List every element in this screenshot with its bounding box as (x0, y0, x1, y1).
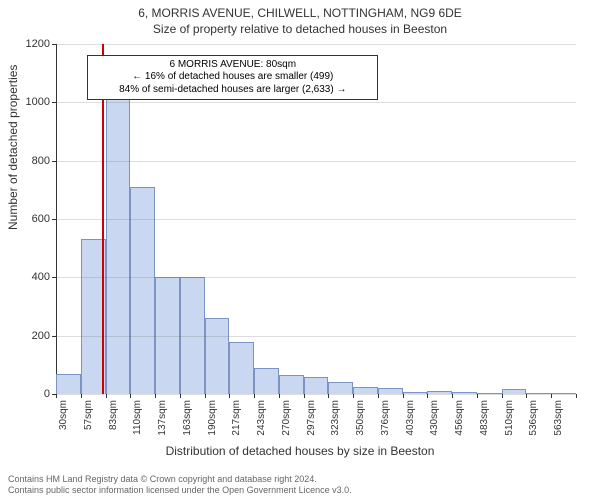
xtick-label: 217sqm (231, 400, 242, 436)
xtick-label: 83sqm (108, 400, 119, 430)
xtick-mark (427, 394, 428, 398)
ytick-mark (52, 336, 56, 337)
xtick-mark (279, 394, 280, 398)
xtick-label: 430sqm (429, 400, 440, 436)
xtick-label: 57sqm (83, 400, 94, 430)
y-axis-label: Number of detached properties (6, 65, 20, 230)
gridline (56, 336, 576, 337)
ytick-label: 1200 (26, 38, 50, 50)
annotation-line3: 84% of semi-detached houses are larger (… (94, 84, 371, 97)
xtick-label: 110sqm (132, 400, 143, 435)
xtick-label: 483sqm (479, 400, 490, 436)
plot-inner: 020040060080010001200 30sqm57sqm83sqm110… (56, 44, 576, 394)
gridline (56, 277, 576, 278)
footer: Contains HM Land Registry data © Crown c… (8, 474, 592, 496)
xtick-mark (328, 394, 329, 398)
xtick-mark (378, 394, 379, 398)
title-line1: 6, MORRIS AVENUE, CHILWELL, NOTTINGHAM, … (0, 6, 600, 22)
title-block: 6, MORRIS AVENUE, CHILWELL, NOTTINGHAM, … (0, 0, 600, 37)
histogram-bar (229, 342, 254, 395)
histogram-bar (328, 382, 353, 394)
ytick-mark (52, 161, 56, 162)
xtick-label: 163sqm (182, 400, 193, 436)
histogram-bar (304, 377, 329, 395)
x-axis-label: Distribution of detached houses by size … (0, 444, 600, 458)
ytick-label: 200 (32, 330, 50, 342)
xtick-mark (502, 394, 503, 398)
gridline (56, 44, 576, 45)
xtick-mark (353, 394, 354, 398)
ytick-mark (52, 44, 56, 45)
xtick-label: 137sqm (157, 400, 168, 436)
xtick-mark (551, 394, 552, 398)
gridline (56, 394, 576, 395)
gridline (56, 102, 576, 103)
histogram-bar (56, 374, 81, 394)
xtick-mark (81, 394, 82, 398)
ytick-label: 0 (44, 388, 50, 400)
ytick-label: 1000 (26, 96, 50, 108)
xtick-label: 456sqm (454, 400, 465, 436)
xtick-label: 376sqm (380, 400, 391, 436)
footer-line2: Contains public sector information licen… (8, 485, 592, 496)
xtick-label: 297sqm (306, 400, 317, 436)
annotation-box: 6 MORRIS AVENUE: 80sqm ← 16% of detached… (87, 55, 378, 101)
xtick-label: 270sqm (281, 400, 292, 436)
xtick-mark (576, 394, 577, 398)
title-line2: Size of property relative to detached ho… (0, 22, 600, 38)
xtick-label: 563sqm (553, 400, 564, 436)
xtick-mark (106, 394, 107, 398)
xtick-mark (254, 394, 255, 398)
xtick-mark (56, 394, 57, 398)
xtick-mark (403, 394, 404, 398)
histogram-bar (279, 375, 304, 394)
xtick-label: 350sqm (355, 400, 366, 436)
xtick-mark (130, 394, 131, 398)
xtick-label: 190sqm (207, 400, 218, 436)
xtick-mark (180, 394, 181, 398)
xtick-mark (304, 394, 305, 398)
xtick-label: 403sqm (405, 400, 416, 436)
xtick-label: 536sqm (528, 400, 539, 436)
xtick-mark (452, 394, 453, 398)
xtick-mark (229, 394, 230, 398)
xtick-label: 323sqm (330, 400, 341, 436)
ytick-label: 600 (32, 213, 50, 225)
xtick-mark (205, 394, 206, 398)
xtick-mark (526, 394, 527, 398)
plot-area: 020040060080010001200 30sqm57sqm83sqm110… (56, 44, 576, 394)
xtick-label: 243sqm (256, 400, 267, 436)
xtick-label: 30sqm (58, 400, 69, 430)
gridline (56, 219, 576, 220)
annotation-line1: 6 MORRIS AVENUE: 80sqm (94, 59, 371, 72)
chart-container: 6, MORRIS AVENUE, CHILWELL, NOTTINGHAM, … (0, 0, 600, 500)
histogram-bar (353, 387, 378, 394)
ytick-label: 800 (32, 155, 50, 167)
ytick-mark (52, 277, 56, 278)
annotation-line2: ← 16% of detached houses are smaller (49… (94, 71, 371, 84)
footer-line1: Contains HM Land Registry data © Crown c… (8, 474, 592, 485)
histogram-bar (106, 64, 131, 394)
histogram-bar (205, 318, 230, 394)
xtick-label: 510sqm (504, 400, 515, 436)
ytick-mark (52, 219, 56, 220)
ytick-mark (52, 102, 56, 103)
histogram-bar (130, 187, 155, 394)
histogram-bar (254, 368, 279, 394)
xtick-mark (477, 394, 478, 398)
ytick-label: 400 (32, 271, 50, 283)
gridline (56, 161, 576, 162)
xtick-mark (155, 394, 156, 398)
